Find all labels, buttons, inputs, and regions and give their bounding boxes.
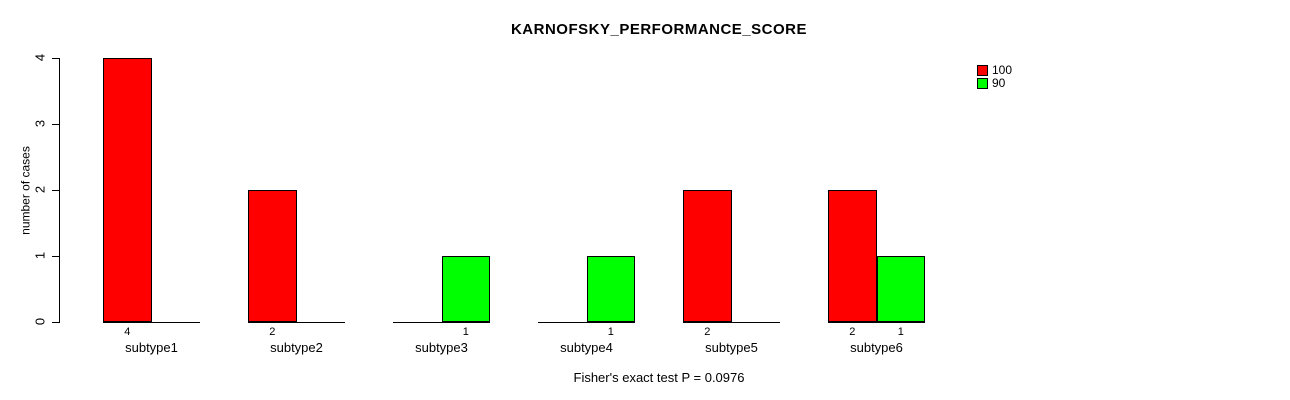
y-axis-label: number of cases bbox=[18, 146, 33, 235]
group-baseline-subtype3 bbox=[393, 322, 490, 323]
fisher-test-annotation: Fisher's exact test P = 0.0976 bbox=[573, 370, 745, 385]
bar-value-label-subtype5-100: 2 bbox=[704, 326, 711, 338]
y-tick-mark bbox=[52, 322, 59, 323]
group-baseline-subtype2 bbox=[248, 322, 345, 323]
y-tick-label: 2 bbox=[32, 185, 48, 194]
y-tick-mark bbox=[52, 190, 59, 191]
bar-value-label-subtype3-90: 1 bbox=[462, 326, 469, 338]
bar-value-label-subtype4-90: 1 bbox=[607, 326, 614, 338]
group-baseline-subtype6 bbox=[828, 322, 925, 323]
category-label-subtype2: subtype2 bbox=[270, 340, 323, 355]
category-label-subtype5: subtype5 bbox=[705, 340, 758, 355]
bar-value-label-subtype1-100: 4 bbox=[124, 326, 131, 338]
y-tick-label: 1 bbox=[32, 251, 48, 260]
chart-title: KARNOFSKY_PERFORMANCE_SCORE bbox=[510, 21, 808, 38]
group-baseline-subtype5 bbox=[683, 322, 780, 323]
y-tick-label: 3 bbox=[32, 119, 48, 128]
bar-subtype4-90 bbox=[586, 256, 635, 322]
bar-value-label-subtype2-100: 2 bbox=[269, 326, 276, 338]
legend: 100 90 bbox=[977, 64, 1012, 90]
y-axis-line bbox=[59, 58, 60, 323]
bar-value-label-subtype6-90: 1 bbox=[897, 326, 904, 338]
y-tick-mark bbox=[52, 124, 59, 125]
category-label-subtype1: subtype1 bbox=[125, 340, 178, 355]
legend-entry-90: 90 bbox=[977, 77, 1012, 90]
bar-subtype1-100 bbox=[103, 58, 152, 322]
legend-label-90: 90 bbox=[992, 76, 1006, 90]
group-baseline-subtype1 bbox=[103, 322, 200, 323]
group-baseline-subtype4 bbox=[538, 322, 635, 323]
category-label-subtype6: subtype6 bbox=[850, 340, 903, 355]
y-tick-mark bbox=[52, 58, 59, 59]
category-label-subtype4: subtype4 bbox=[560, 340, 613, 355]
legend-swatch-90 bbox=[977, 78, 988, 89]
category-label-subtype3: subtype3 bbox=[415, 340, 468, 355]
bar-subtype6-90 bbox=[876, 256, 925, 322]
y-tick-mark bbox=[52, 256, 59, 257]
bar-subtype2-100 bbox=[248, 190, 297, 322]
y-tick-label: 0 bbox=[32, 317, 48, 326]
legend-label-100: 100 bbox=[992, 63, 1013, 77]
y-tick-label: 4 bbox=[32, 53, 48, 62]
bar-subtype5-100 bbox=[683, 190, 732, 322]
legend-swatch-100 bbox=[977, 65, 988, 76]
bar-value-label-subtype6-100: 2 bbox=[849, 326, 856, 338]
bar-subtype3-90 bbox=[441, 256, 490, 322]
bar-subtype6-100 bbox=[828, 190, 877, 322]
legend-entry-100: 100 bbox=[977, 64, 1012, 77]
